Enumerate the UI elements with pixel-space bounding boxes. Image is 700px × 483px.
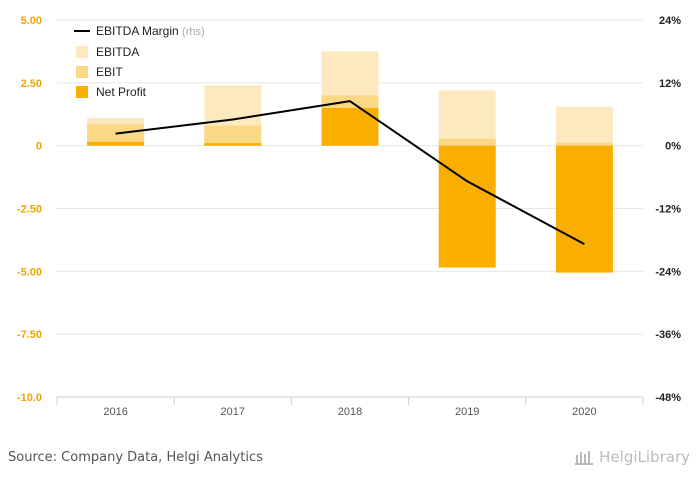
bar-net-profit: [87, 141, 145, 146]
left-tick-label: 5.00: [21, 15, 42, 27]
helgi-library-logo: HelgiLibrary: [575, 448, 690, 466]
bar-ebit: [204, 125, 262, 146]
right-tick-label: 0%: [665, 141, 681, 153]
ebitda-margin-line: [115, 100, 585, 245]
left-tick-label: 0: [36, 141, 42, 153]
logo-text: HelgiLibrary: [599, 448, 690, 466]
line-series: [115, 100, 585, 245]
left-axis: -10.0 -7.50 -5.00 -2.50 0 2.50 5.00: [17, 15, 42, 404]
bar-ebitda: [438, 90, 496, 146]
legend-swatch: [76, 66, 88, 78]
bar-net-profit: [555, 145, 613, 273]
chart: -10.0 -7.50 -5.00 -2.50 0 2.50 5.00 -48% -36% -2…: [17, 15, 681, 418]
legend-label: EBIT: [96, 65, 123, 79]
right-tick-label: 24%: [659, 15, 681, 27]
library-icon: [575, 451, 594, 465]
right-tick-label: -48%: [655, 392, 681, 404]
right-tick-label: -24%: [655, 266, 681, 278]
right-tick-label: 12%: [659, 78, 681, 90]
source-note: Source: Company Data, Helgi Analytics: [8, 450, 263, 465]
bar-net-profit: [438, 145, 496, 268]
right-tick-label: -12%: [655, 204, 681, 216]
bar-ebit: [555, 142, 613, 146]
legend-label-suffix: (rhs): [182, 26, 205, 38]
x-tick-label: 2019: [455, 406, 479, 418]
left-tick-label: 2.50: [21, 78, 42, 90]
left-tick-label: -7.50: [17, 329, 42, 341]
x-tick-label: 2016: [103, 406, 127, 418]
bar-ebit: [438, 138, 496, 146]
x-tick-label: 2018: [338, 406, 362, 418]
left-tick-label: -2.50: [17, 204, 42, 216]
right-tick-label: -36%: [655, 329, 681, 341]
x-tick-label: 2017: [221, 406, 245, 418]
x-tick-label: 2020: [572, 406, 596, 418]
legend-label: EBITDA: [96, 45, 139, 59]
legend-label: Net Profit: [96, 85, 147, 99]
bar-ebit: [87, 124, 145, 146]
x-axis: 2016 2017 2018 2019 2020: [56, 396, 644, 418]
legend-label: EBITDA Margin (rhs): [96, 24, 205, 38]
bars: [87, 51, 613, 273]
bar-ebitda: [555, 106, 613, 146]
legend-swatch: [76, 46, 88, 58]
bar-net-profit: [204, 143, 262, 146]
right-axis: -48% -36% -24% -12% 0% 12% 24%: [655, 15, 681, 404]
left-tick-label: -5.00: [17, 266, 42, 278]
left-tick-label: -10.0: [17, 392, 42, 404]
legend-swatch: [76, 86, 88, 98]
legend: EBITDA Margin (rhs) EBITDA EBIT Net Profit: [74, 24, 205, 99]
